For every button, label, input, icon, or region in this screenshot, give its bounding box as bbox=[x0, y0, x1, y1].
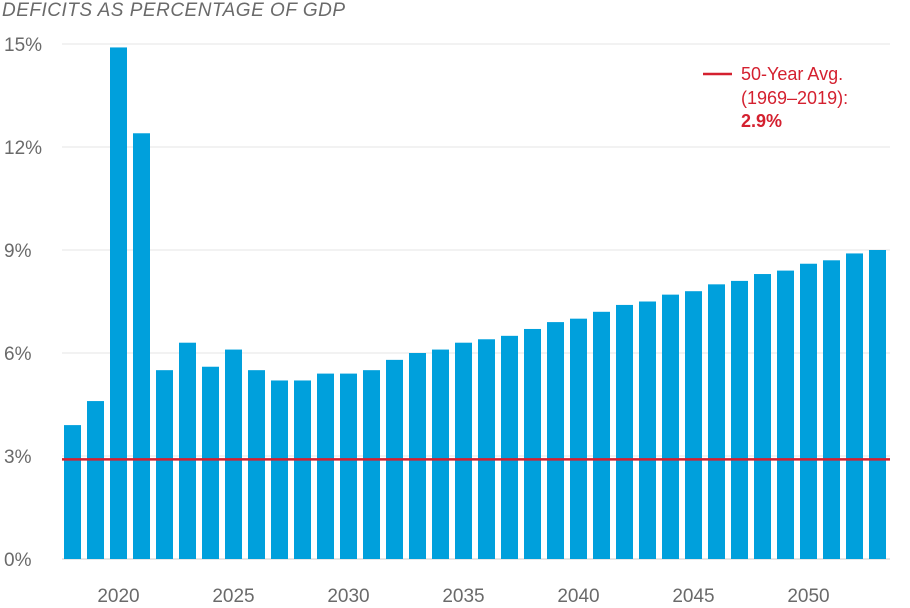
bar bbox=[639, 301, 656, 559]
bars bbox=[64, 47, 886, 559]
bar bbox=[685, 291, 702, 559]
gridlines bbox=[62, 43, 890, 560]
bar bbox=[294, 380, 311, 559]
bar bbox=[317, 373, 334, 559]
bar bbox=[156, 370, 173, 559]
y-tick-label: 6% bbox=[4, 344, 32, 365]
y-tick-label: 0% bbox=[4, 550, 32, 571]
legend-label-line1: 50-Year Avg. bbox=[741, 64, 843, 84]
bar bbox=[662, 294, 679, 559]
x-tick-label: 2040 bbox=[557, 586, 599, 607]
bar bbox=[547, 322, 564, 559]
bar bbox=[823, 260, 840, 559]
legend-label-line2: (1969–2019): bbox=[741, 88, 848, 108]
x-axis-ticks: 2020 2025 2030 2035 2040 2045 2050 bbox=[97, 586, 829, 607]
bar bbox=[593, 311, 610, 559]
x-tick-label: 2020 bbox=[97, 586, 139, 607]
legend: 50-Year Avg. (1969–2019): 2.9% bbox=[703, 64, 848, 131]
bar bbox=[432, 349, 449, 559]
bar bbox=[777, 270, 794, 559]
x-tick-label: 2035 bbox=[442, 586, 484, 607]
x-tick-label: 2045 bbox=[672, 586, 714, 607]
x-tick-label: 2025 bbox=[212, 586, 254, 607]
bar bbox=[271, 380, 288, 559]
bar bbox=[869, 250, 886, 559]
chart-title: DEFICITS AS PERCENTAGE OF GDP bbox=[2, 0, 346, 21]
x-tick-label: 2030 bbox=[327, 586, 369, 607]
x-tick-label: 2050 bbox=[787, 586, 829, 607]
bar bbox=[731, 280, 748, 559]
y-tick-label: 12% bbox=[4, 138, 42, 159]
bar bbox=[455, 342, 472, 559]
bar bbox=[708, 284, 725, 559]
bar bbox=[754, 274, 771, 559]
y-tick-label: 15% bbox=[4, 35, 42, 56]
bar bbox=[225, 349, 242, 559]
bar bbox=[110, 47, 127, 559]
y-tick-label: 3% bbox=[4, 447, 32, 468]
bar bbox=[179, 342, 196, 559]
bar bbox=[570, 318, 587, 559]
bar bbox=[800, 263, 817, 559]
bar bbox=[202, 366, 219, 559]
bar bbox=[478, 339, 495, 559]
bar bbox=[846, 253, 863, 559]
y-tick-label: 9% bbox=[4, 241, 32, 262]
bar bbox=[501, 335, 518, 559]
bar bbox=[133, 133, 150, 559]
bar bbox=[340, 373, 357, 559]
y-axis-ticks: 0% 3% 6% 9% 12% 15% bbox=[4, 35, 42, 571]
bar bbox=[64, 425, 81, 559]
bar bbox=[87, 401, 104, 559]
legend-label-value: 2.9% bbox=[741, 111, 782, 131]
bar bbox=[409, 353, 426, 559]
bar bbox=[524, 328, 541, 559]
bar bbox=[616, 304, 633, 559]
bar bbox=[363, 370, 380, 559]
bar bbox=[248, 370, 265, 559]
